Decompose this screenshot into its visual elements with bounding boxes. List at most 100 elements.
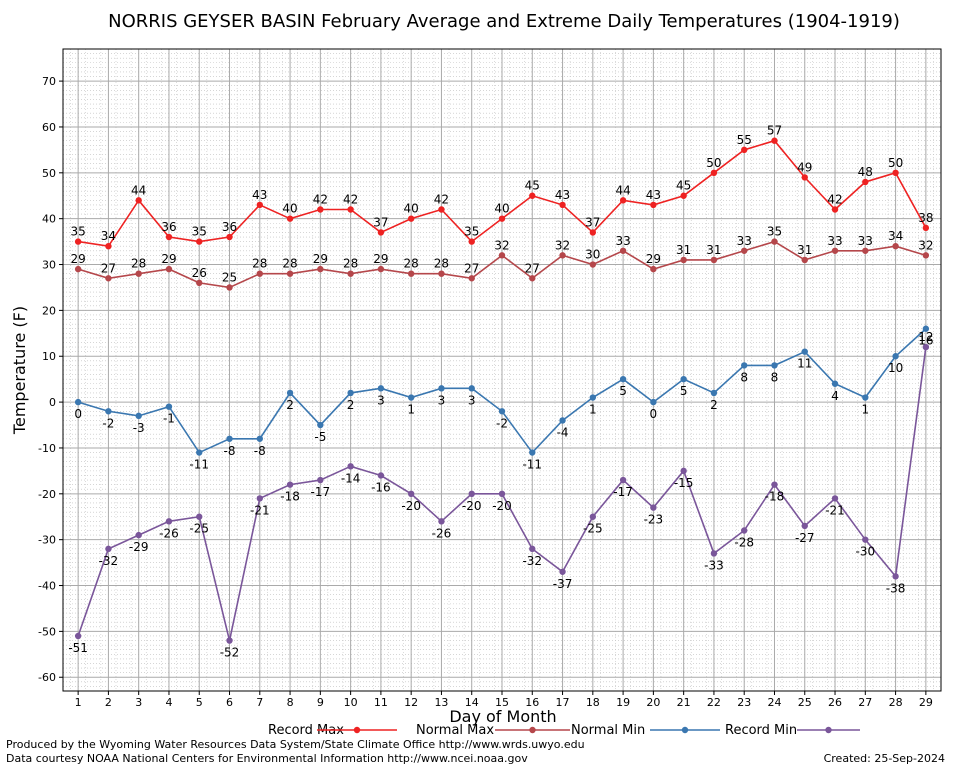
data-point-record-min bbox=[922, 343, 930, 351]
data-label-record-max: 36 bbox=[222, 220, 237, 234]
series-record-max: 35 34 44 36 35 36 43 40 42 42 37 40 42 35 40 45 43 37 44 43… bbox=[70, 124, 934, 250]
x-tick-label: 29 bbox=[919, 696, 933, 709]
data-label-normal-max: 33 bbox=[615, 234, 630, 248]
data-point-record-max bbox=[862, 178, 869, 186]
data-point-record-min bbox=[498, 490, 506, 498]
data-label-normal-max: 27 bbox=[464, 261, 479, 275]
x-tick-label: 12 bbox=[404, 696, 418, 709]
y-tick-label: -30 bbox=[38, 534, 56, 547]
series-normal-max: 29 27 28 29 26 25 28 28 29 28 29 28 28 27 32 27 32 30 33 29… bbox=[70, 225, 934, 291]
data-label-normal-max: 29 bbox=[161, 252, 176, 266]
data-point-record-max bbox=[771, 137, 778, 144]
data-label-normal-max: 25 bbox=[222, 270, 237, 284]
x-tick-label: 25 bbox=[798, 696, 812, 709]
data-point-record-min bbox=[892, 573, 899, 580]
y-axis-ticks: 70 60 50 40 30 20 10 0 -10 -20 -30 -40 -50 -60 bbox=[38, 75, 63, 684]
data-point-record-min bbox=[377, 472, 385, 479]
y-tick-label: -40 bbox=[38, 580, 56, 593]
legend: Record Max Normal Max Normal Min Record Min bbox=[268, 723, 860, 738]
data-label-record-min: -33 bbox=[704, 558, 724, 572]
x-tick-label: 23 bbox=[737, 696, 751, 709]
data-point-record-max bbox=[559, 201, 566, 209]
y-tick-label: -20 bbox=[38, 488, 56, 501]
data-point-record-max bbox=[226, 233, 233, 241]
x-axis-ticks: 1 2 3 4 5 6 7 8 9 10 11 12 13 14 15 16 17 18 19 20 21 22 23 24 2… bbox=[75, 691, 933, 709]
x-tick-label: 17 bbox=[556, 696, 570, 709]
data-label-normal-max: 30 bbox=[585, 248, 600, 262]
data-point-normal-max bbox=[529, 275, 536, 282]
data-point-normal-min bbox=[377, 385, 385, 392]
x-tick-label: 20 bbox=[646, 696, 660, 709]
data-label-record-max: 35 bbox=[192, 225, 207, 239]
data-point-normal-min bbox=[892, 353, 899, 360]
data-point-normal-min bbox=[680, 375, 687, 383]
data-point-record-min bbox=[317, 476, 324, 484]
data-point-normal-min bbox=[831, 380, 839, 387]
data-point-normal-min bbox=[650, 398, 657, 406]
legend-marker-record-min bbox=[825, 726, 832, 734]
data-label-record-max: 43 bbox=[555, 188, 570, 202]
legend-item-normal-min: Normal Min bbox=[571, 723, 720, 738]
data-point-normal-max bbox=[438, 270, 445, 277]
data-point-normal-max bbox=[286, 270, 294, 277]
data-point-record-min bbox=[226, 637, 233, 644]
x-tick-label: 3 bbox=[135, 696, 142, 709]
data-point-normal-min bbox=[922, 325, 930, 332]
data-point-normal-max bbox=[710, 256, 718, 264]
data-point-normal-min bbox=[771, 362, 778, 369]
x-tick-label: 10 bbox=[344, 696, 358, 709]
data-point-record-min bbox=[801, 522, 808, 530]
data-point-record-max bbox=[680, 192, 687, 199]
x-tick-label: 24 bbox=[767, 696, 781, 709]
data-label-normal-min: 1 bbox=[589, 403, 597, 417]
data-point-normal-min bbox=[619, 375, 627, 383]
data-label-normal-min: 0 bbox=[650, 407, 658, 421]
data-label-record-min: -51 bbox=[68, 641, 88, 655]
data-point-record-max bbox=[892, 169, 899, 177]
data-point-normal-min bbox=[468, 385, 475, 392]
y-axis-label: Temperature (F) bbox=[10, 306, 29, 435]
data-label-normal-min: -8 bbox=[224, 444, 236, 458]
data-point-normal-max bbox=[196, 279, 203, 287]
data-label-record-max: 36 bbox=[161, 220, 176, 234]
data-point-normal-min bbox=[407, 394, 415, 401]
data-label-normal-max: 32 bbox=[918, 238, 933, 252]
data-label-record-max: 35 bbox=[464, 225, 479, 239]
data-point-record-min bbox=[74, 632, 82, 640]
data-point-record-min bbox=[135, 531, 142, 539]
data-label-normal-min: 11 bbox=[797, 357, 812, 371]
data-label-normal-max: 27 bbox=[101, 261, 116, 275]
data-point-record-min bbox=[771, 481, 778, 488]
data-label-record-min: -27 bbox=[795, 531, 815, 545]
footer-created-date: Created: 25-Sep-2024 bbox=[824, 752, 945, 765]
data-point-normal-min bbox=[317, 421, 324, 429]
data-point-record-max bbox=[922, 224, 930, 232]
data-point-normal-min bbox=[438, 385, 445, 392]
legend-marker-normal-max bbox=[529, 726, 536, 734]
data-label-normal-min: -8 bbox=[254, 444, 266, 458]
data-point-normal-max bbox=[74, 265, 82, 273]
data-point-normal-min bbox=[165, 403, 173, 410]
data-point-record-max bbox=[286, 215, 294, 222]
data-point-normal-max bbox=[135, 270, 142, 277]
data-label-record-min: 12 bbox=[918, 330, 933, 344]
data-point-normal-max bbox=[347, 270, 354, 277]
data-label-record-max: 48 bbox=[858, 165, 873, 179]
data-label-normal-max: 33 bbox=[858, 234, 873, 248]
data-label-normal-max: 27 bbox=[525, 261, 540, 275]
legend-label-record-min: Record Min bbox=[725, 723, 797, 738]
data-point-normal-min bbox=[862, 394, 869, 401]
data-point-normal-min bbox=[801, 348, 808, 355]
data-point-record-max bbox=[831, 206, 839, 213]
data-point-record-min bbox=[407, 490, 415, 498]
data-label-normal-max: 28 bbox=[131, 257, 146, 271]
data-label-normal-min: 1 bbox=[861, 403, 869, 417]
data-point-record-max bbox=[196, 238, 203, 245]
data-label-record-max: 44 bbox=[615, 183, 630, 197]
data-label-record-max: 42 bbox=[827, 193, 842, 207]
x-tick-label: 15 bbox=[495, 696, 509, 709]
y-tick-label: 0 bbox=[49, 396, 56, 409]
data-label-record-max: 49 bbox=[797, 160, 812, 174]
